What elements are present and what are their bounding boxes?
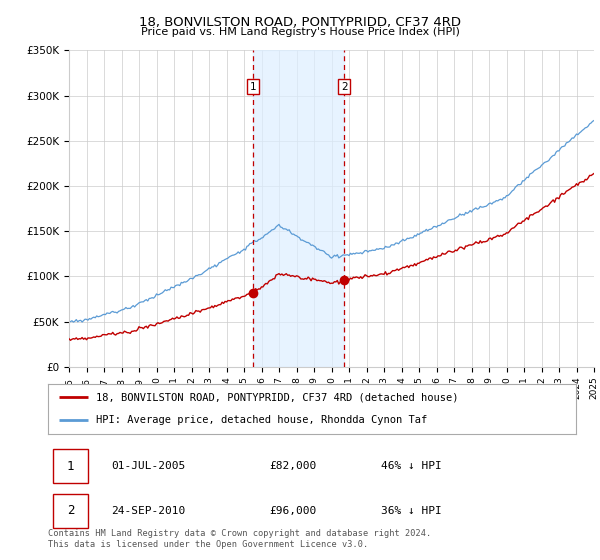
Text: 18, BONVILSTON ROAD, PONTYPRIDD, CF37 4RD (detached house): 18, BONVILSTON ROAD, PONTYPRIDD, CF37 4R… [95, 392, 458, 402]
Text: 2: 2 [341, 82, 347, 92]
Text: 46% ↓ HPI: 46% ↓ HPI [380, 461, 442, 471]
FancyBboxPatch shape [53, 449, 88, 483]
Text: 1: 1 [67, 460, 74, 473]
Text: Price paid vs. HM Land Registry's House Price Index (HPI): Price paid vs. HM Land Registry's House … [140, 27, 460, 37]
Bar [253, 50, 344, 367]
Text: 2: 2 [67, 505, 74, 517]
Text: £96,000: £96,000 [270, 506, 317, 516]
Text: 24-SEP-2010: 24-SEP-2010 [112, 506, 185, 516]
Text: 18, BONVILSTON ROAD, PONTYPRIDD, CF37 4RD: 18, BONVILSTON ROAD, PONTYPRIDD, CF37 4R… [139, 16, 461, 29]
FancyBboxPatch shape [53, 494, 88, 528]
Text: Contains HM Land Registry data © Crown copyright and database right 2024.
This d: Contains HM Land Registry data © Crown c… [48, 529, 431, 549]
Text: 01-JUL-2005: 01-JUL-2005 [112, 461, 185, 471]
Text: £82,000: £82,000 [270, 461, 317, 471]
Text: HPI: Average price, detached house, Rhondda Cynon Taf: HPI: Average price, detached house, Rhon… [95, 416, 427, 426]
Text: 1: 1 [250, 82, 256, 92]
Text: 36% ↓ HPI: 36% ↓ HPI [380, 506, 442, 516]
